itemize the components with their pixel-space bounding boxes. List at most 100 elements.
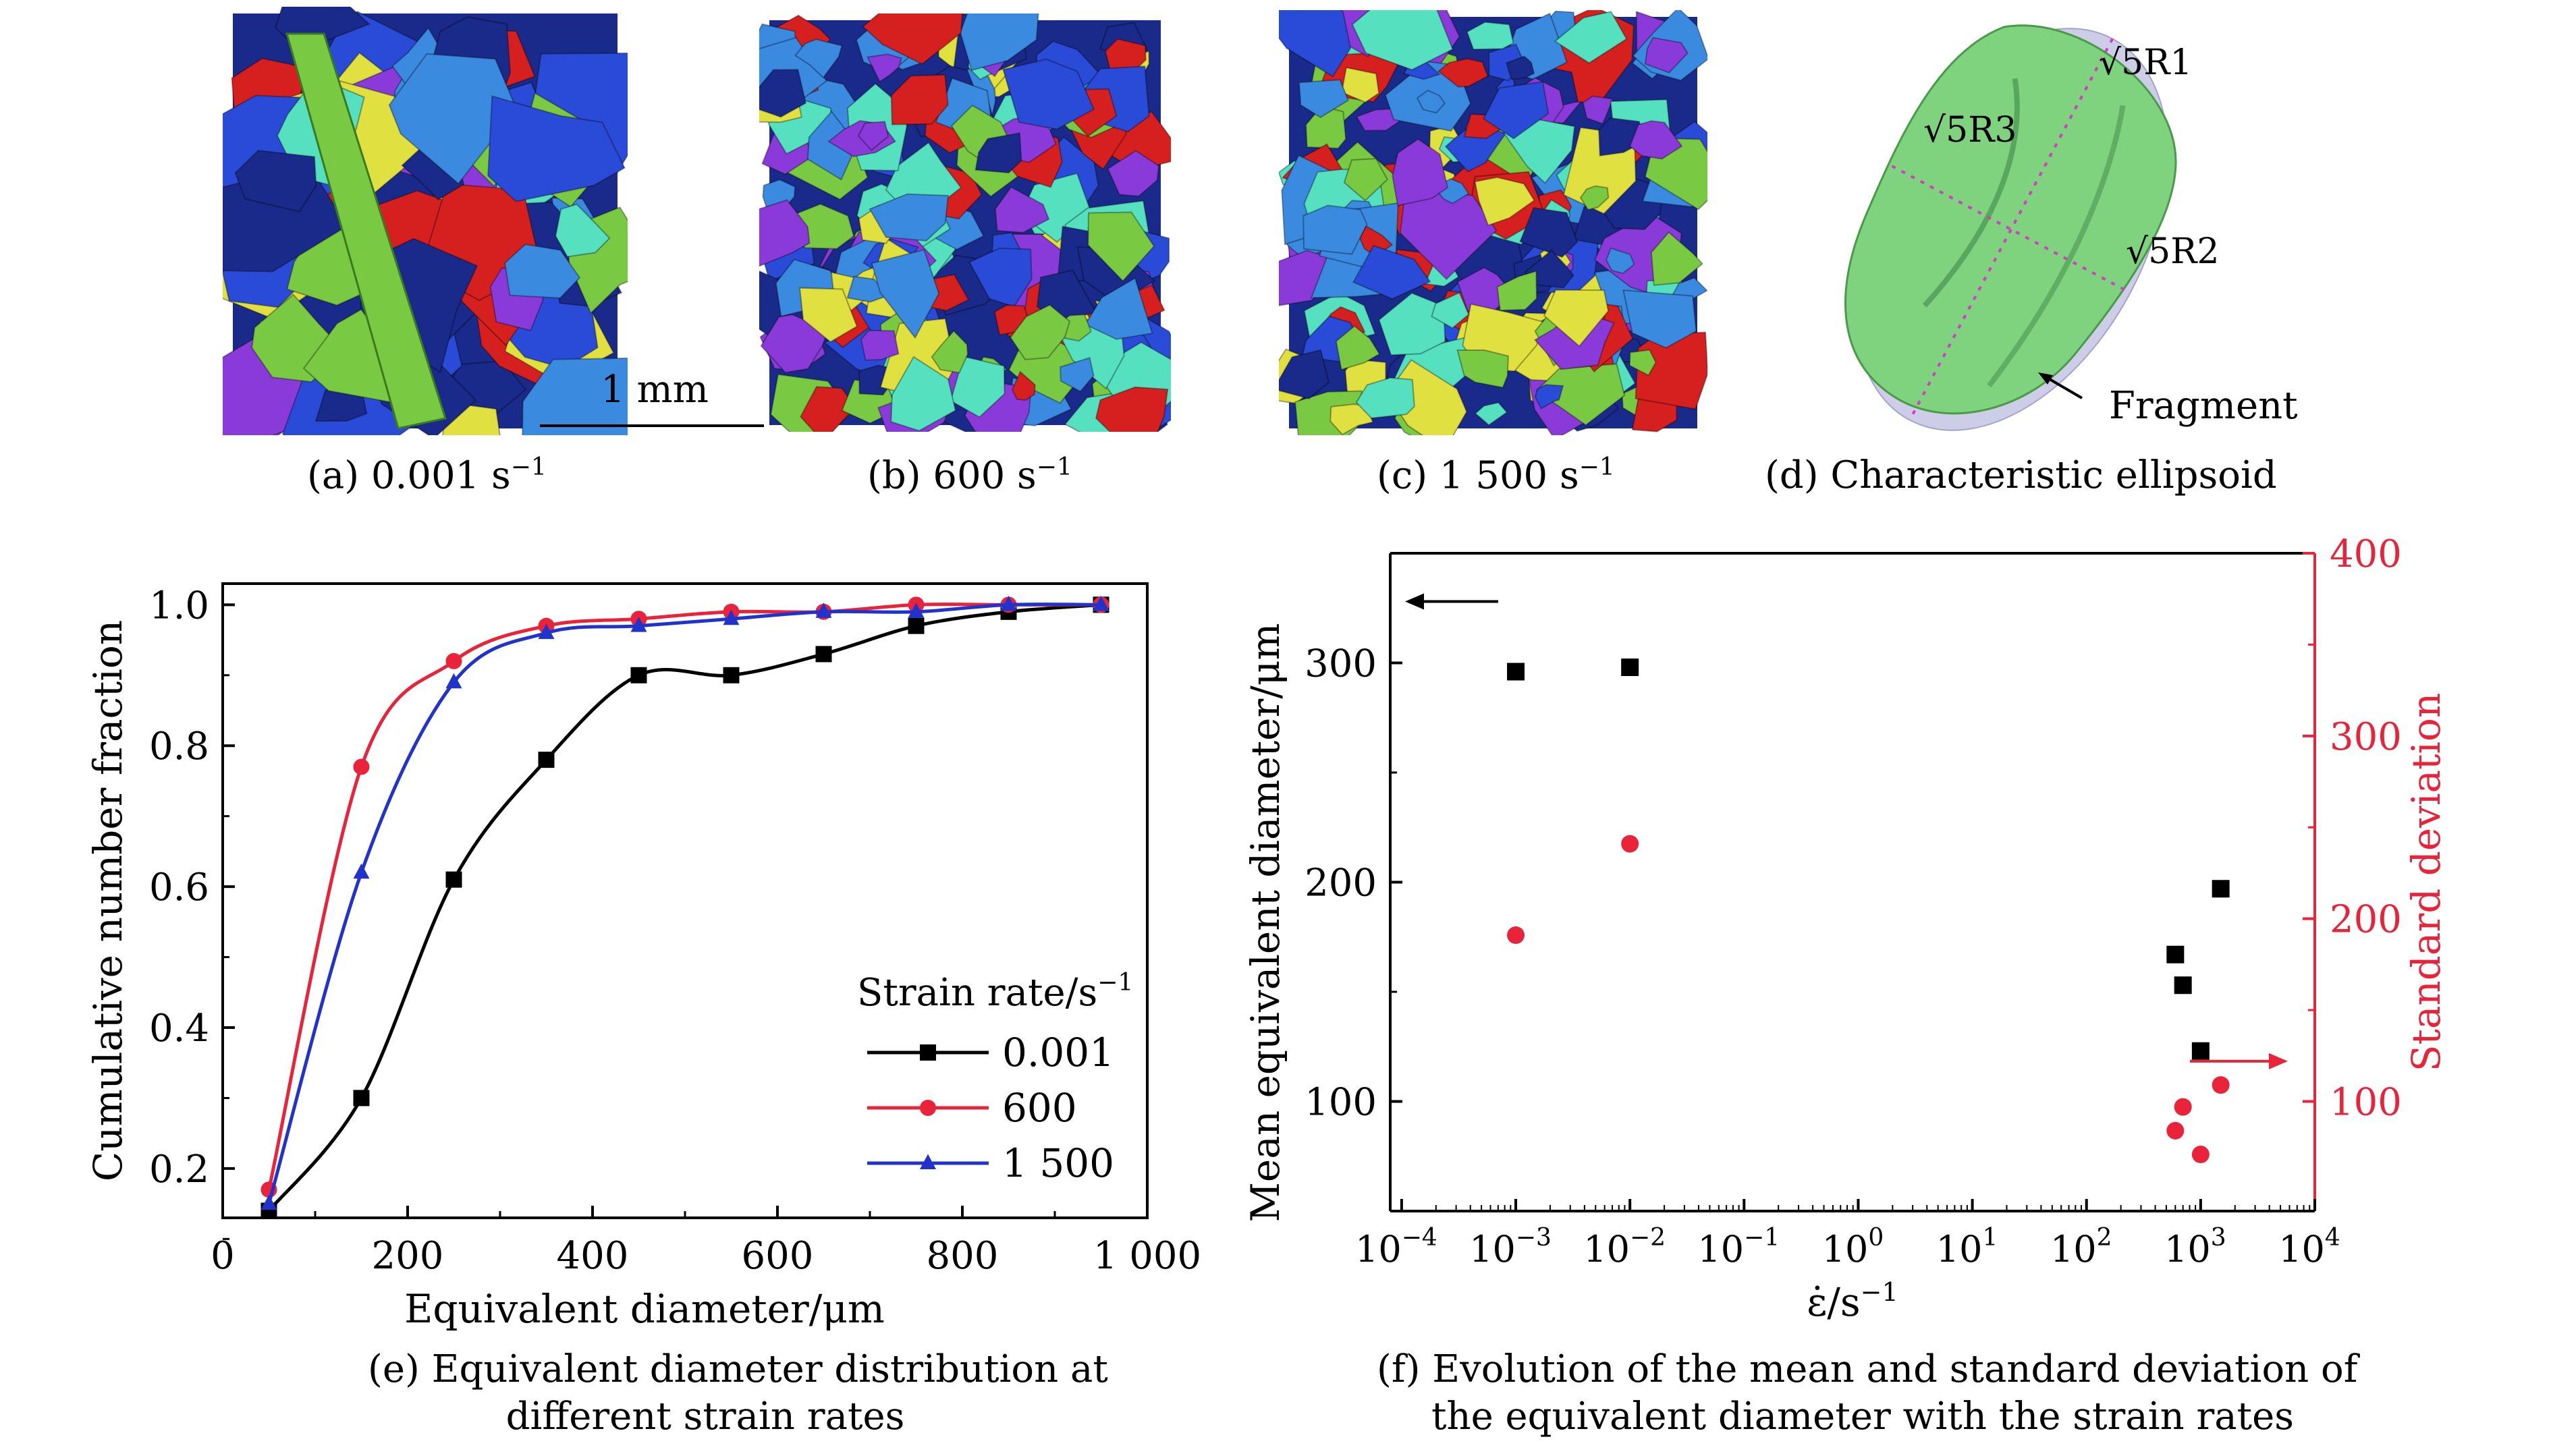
legend-marker bbox=[920, 1100, 936, 1116]
data-point bbox=[2212, 880, 2230, 898]
x-tick-label: 10−1 bbox=[1697, 1224, 1780, 1270]
fragment-piece bbox=[1087, 211, 1155, 282]
label-r1: √5R1 bbox=[2099, 43, 2192, 83]
fragment-piece bbox=[1298, 79, 1350, 119]
data-point bbox=[2191, 1042, 2210, 1060]
fragment-label: Fragment bbox=[2109, 384, 2298, 428]
right-axis-arrow bbox=[2190, 1053, 2288, 1069]
fragment-piece bbox=[1416, 89, 1446, 114]
data-point bbox=[445, 652, 462, 669]
fragment-piece bbox=[1534, 384, 1564, 410]
data-point bbox=[1621, 835, 1639, 853]
x-tick-label: 200 bbox=[372, 1234, 444, 1278]
fragment-piece bbox=[1524, 249, 1574, 289]
legend: Strain rate/s−1 0.001 600 1 500 bbox=[857, 969, 1133, 1186]
x-tick-label: 101 bbox=[1936, 1224, 1998, 1270]
y-tick-label: 0.8 bbox=[149, 725, 209, 768]
fragment-piece bbox=[1107, 150, 1160, 197]
x-tick-label: 0 bbox=[211, 1234, 235, 1278]
x-tick-label: 103 bbox=[2164, 1224, 2226, 1270]
fragment-piece bbox=[1351, 10, 1454, 71]
data-point bbox=[353, 1090, 370, 1107]
fragment-piece bbox=[1474, 401, 1508, 426]
y-tick-label: 300 bbox=[1305, 642, 1377, 686]
fragment-piece bbox=[866, 53, 902, 83]
legend-marker bbox=[920, 1044, 936, 1061]
caption-e: (e) Equivalent diameter distribution at … bbox=[368, 1347, 1108, 1438]
fragment-piece bbox=[860, 329, 900, 361]
y2-axis-label: Standard deviation bbox=[2403, 693, 2449, 1071]
fragment-piece bbox=[950, 356, 1006, 418]
fragment-piece bbox=[1644, 36, 1689, 74]
legend-entry: 1 500 bbox=[1002, 1140, 1114, 1186]
y-tick-label: 0.2 bbox=[149, 1148, 209, 1192]
fragments-image-a bbox=[223, 7, 628, 435]
fragment-piece bbox=[1305, 105, 1347, 149]
fragment-piece bbox=[1628, 349, 1657, 376]
fragment-piece bbox=[1496, 270, 1537, 312]
label-r2: √5R2 bbox=[2126, 231, 2219, 272]
scale-bar-label: 1 mm bbox=[601, 368, 709, 412]
fragment-piece bbox=[1399, 187, 1498, 281]
label-r3: √5R3 bbox=[1923, 110, 2017, 150]
fragment-piece bbox=[857, 121, 889, 152]
fragment-piece bbox=[1011, 370, 1036, 401]
fragment-piece bbox=[234, 150, 317, 213]
fragment-piece bbox=[1483, 81, 1549, 140]
series-0.001 bbox=[260, 596, 1109, 1219]
data-point bbox=[538, 752, 555, 768]
chart-e: 0 200 400 600 800 1 000 0.2 0.4 0.6 0.8 1.0 Equival… bbox=[85, 582, 1201, 1332]
fragment-piece bbox=[759, 199, 811, 267]
fragment-piece bbox=[1502, 118, 1576, 184]
fragment-piece bbox=[800, 386, 856, 432]
series-right bbox=[1507, 835, 2230, 1164]
fragment-piece bbox=[1506, 55, 1535, 80]
fragment-piece bbox=[522, 357, 628, 435]
data-point bbox=[723, 667, 740, 683]
data-point bbox=[2191, 1146, 2210, 1164]
fragment-piece bbox=[1302, 204, 1368, 255]
data-point bbox=[353, 863, 370, 879]
fragment-piece bbox=[1084, 277, 1153, 340]
legend-entry: 600 bbox=[1002, 1085, 1077, 1131]
fragment-piece bbox=[975, 132, 1022, 174]
data-point bbox=[630, 617, 647, 632]
data-point bbox=[260, 1194, 277, 1210]
series-1500 bbox=[260, 595, 1109, 1210]
series-line bbox=[267, 603, 1101, 1204]
fragment-piece bbox=[1582, 95, 1614, 125]
x-tick-label: 104 bbox=[2278, 1224, 2340, 1270]
fragment-piece bbox=[1543, 289, 1610, 347]
fragment-piece bbox=[388, 53, 518, 185]
data-point bbox=[2212, 1076, 2230, 1094]
legend-title: Strain rate/s−1 bbox=[857, 969, 1133, 1015]
data-point bbox=[1621, 659, 1639, 676]
x-tick-label: 10−3 bbox=[1469, 1224, 1552, 1270]
scale-bar: 1 mm bbox=[540, 368, 769, 435]
fragment-piece bbox=[959, 13, 1039, 72]
fragment-piece bbox=[890, 74, 949, 125]
x-tick-label: 600 bbox=[742, 1234, 814, 1278]
fragment-piece bbox=[285, 32, 447, 430]
data-point bbox=[538, 623, 555, 640]
series-left bbox=[1507, 659, 2230, 1060]
y-axis-label: Cumulative number fraction bbox=[85, 620, 131, 1181]
fragment-piece bbox=[1535, 363, 1626, 426]
y2-tick-label: 100 bbox=[2330, 1081, 2402, 1125]
fragment-shape bbox=[1844, 24, 2177, 415]
data-point bbox=[815, 603, 832, 618]
y-tick-label: 0.6 bbox=[149, 866, 209, 909]
x-tick-label: 400 bbox=[557, 1234, 629, 1278]
data-point bbox=[908, 617, 925, 634]
series-line bbox=[267, 603, 1101, 1190]
fragment-piece bbox=[1340, 67, 1380, 103]
fragment-piece bbox=[1431, 291, 1470, 329]
fragment-piece bbox=[1628, 120, 1683, 160]
fragment-piece bbox=[1002, 58, 1095, 130]
data-point bbox=[1093, 595, 1109, 611]
fragment-piece bbox=[794, 38, 843, 79]
fragment-piece bbox=[862, 13, 963, 65]
fragment-piece bbox=[1474, 176, 1535, 227]
y-tick-label: 200 bbox=[1305, 862, 1377, 905]
fragment-piece bbox=[994, 186, 1050, 233]
